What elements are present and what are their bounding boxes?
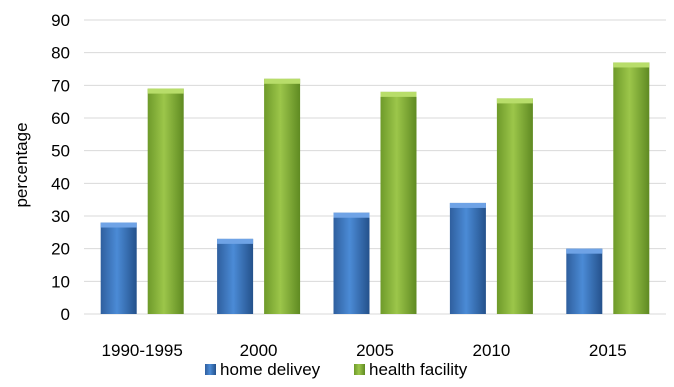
bar-body bbox=[380, 91, 417, 314]
bar-health-facility bbox=[496, 98, 533, 315]
legend-item: health facility bbox=[354, 360, 468, 379]
bar-body bbox=[217, 238, 254, 314]
x-category-label: 2000 bbox=[240, 341, 278, 360]
bar-body bbox=[613, 62, 650, 314]
x-category-label: 2015 bbox=[589, 341, 627, 360]
bar-health-facility bbox=[380, 91, 417, 314]
bars bbox=[100, 62, 650, 315]
y-tick-label: 50 bbox=[51, 142, 70, 161]
y-axis-ticks: 0 10 20 30 40 50 60 70 80 90 bbox=[51, 11, 70, 324]
bar-body bbox=[449, 202, 486, 314]
x-axis-categories: 1990-1995 2000 2005 2010 2015 bbox=[102, 341, 627, 360]
bar-body bbox=[496, 98, 533, 315]
y-tick-label: 30 bbox=[51, 207, 70, 226]
bar-top bbox=[264, 78, 301, 84]
y-tick-label: 20 bbox=[51, 240, 70, 259]
bar-home-delivery bbox=[566, 248, 603, 314]
bar-health-facility bbox=[613, 62, 650, 314]
y-tick-label: 90 bbox=[51, 11, 70, 30]
bar-top bbox=[100, 222, 137, 228]
legend-label: home delivey bbox=[220, 360, 321, 379]
y-tick-label: 70 bbox=[51, 76, 70, 95]
bar-top bbox=[613, 62, 650, 68]
bar-body bbox=[566, 248, 603, 314]
legend-swatch bbox=[354, 364, 365, 375]
y-tick-label: 0 bbox=[61, 305, 70, 324]
bar-home-delivery bbox=[333, 212, 370, 314]
x-category-label: 1990-1995 bbox=[102, 341, 183, 360]
x-category-label: 2010 bbox=[472, 341, 510, 360]
bar-body bbox=[264, 78, 301, 314]
y-tick-label: 10 bbox=[51, 272, 70, 291]
bar-body bbox=[100, 222, 137, 314]
y-tick-label: 40 bbox=[51, 174, 70, 193]
bar-home-delivery bbox=[100, 222, 137, 314]
bar-top bbox=[380, 91, 417, 97]
bar-home-delivery bbox=[217, 238, 254, 314]
legend-item: home delivey bbox=[205, 360, 321, 379]
bar-top bbox=[449, 202, 486, 208]
legend-label: health facility bbox=[369, 360, 468, 379]
bar-health-facility bbox=[264, 78, 301, 314]
bar-health-facility bbox=[147, 88, 184, 314]
y-tick-label: 80 bbox=[51, 44, 70, 63]
bar-top bbox=[496, 98, 533, 104]
legend: home delivey health facility bbox=[205, 360, 468, 379]
bar-top bbox=[566, 248, 603, 254]
y-axis-title: percentage bbox=[12, 122, 31, 207]
bar-body bbox=[333, 212, 370, 314]
bar-top bbox=[147, 88, 184, 94]
legend-swatch bbox=[205, 364, 216, 375]
bar-body bbox=[147, 88, 184, 314]
y-tick-label: 60 bbox=[51, 109, 70, 128]
bar-top bbox=[217, 238, 254, 244]
x-category-label: 2005 bbox=[356, 341, 394, 360]
bar-top bbox=[333, 212, 370, 218]
bar-home-delivery bbox=[449, 202, 486, 314]
